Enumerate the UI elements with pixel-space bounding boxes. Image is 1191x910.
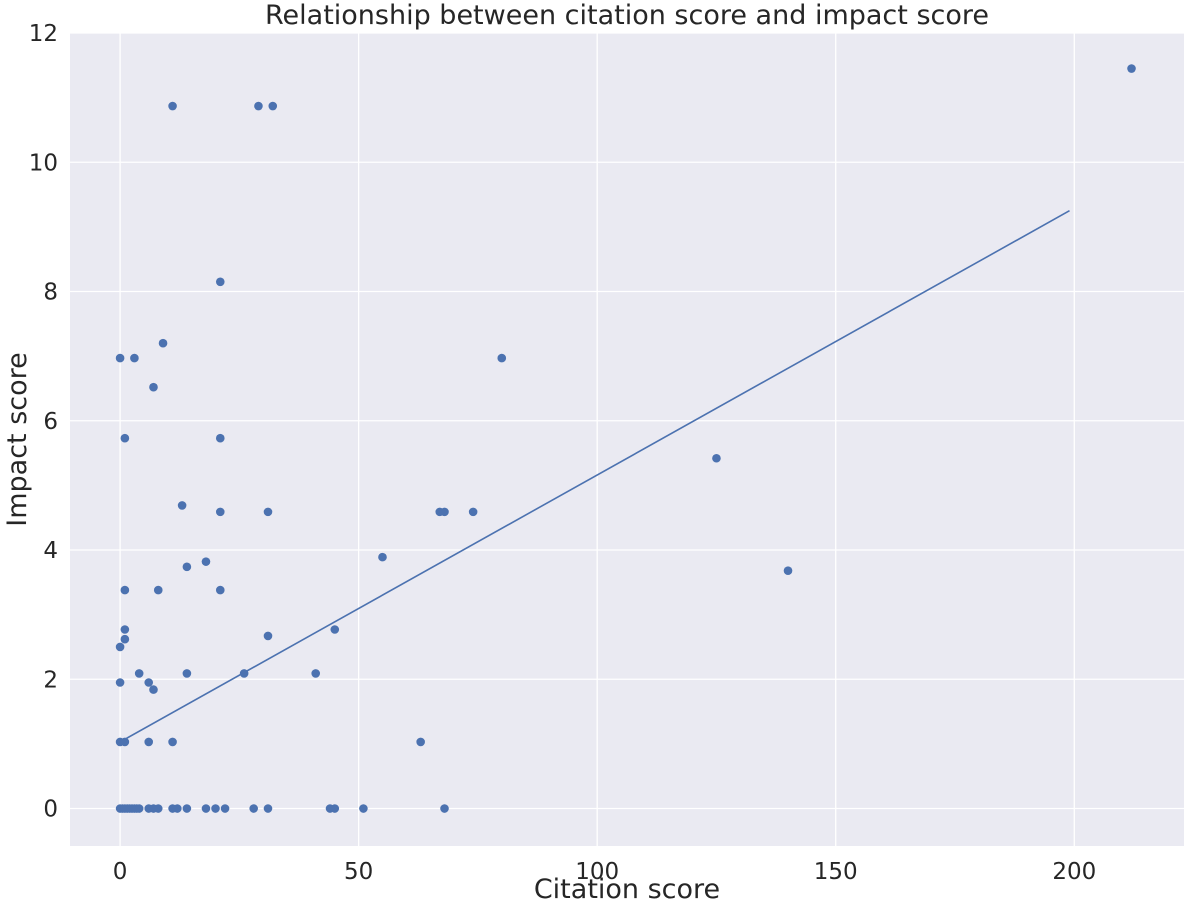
data-point	[311, 669, 321, 678]
data-point	[120, 585, 130, 595]
data-point	[497, 353, 507, 363]
data-point	[254, 101, 263, 111]
data-point	[134, 669, 144, 678]
data-point	[158, 338, 168, 348]
data-point	[144, 678, 154, 687]
data-point	[263, 804, 273, 813]
data-point	[115, 678, 125, 687]
data-point	[201, 557, 211, 566]
data-point	[120, 625, 130, 634]
data-point	[120, 737, 130, 747]
y-tick-label: 12	[29, 21, 58, 47]
x-tick-label: 50	[344, 859, 373, 885]
data-point	[168, 101, 177, 111]
y-tick-label: 8	[43, 280, 58, 306]
data-point	[268, 101, 278, 111]
tick-labels: 0 50 100 150 200 0 2 4 6 8 10 12	[29, 21, 1097, 885]
data-point	[215, 433, 225, 443]
data-point	[134, 804, 144, 813]
data-point	[215, 277, 225, 287]
plot-area	[70, 33, 1184, 846]
data-point	[153, 585, 163, 595]
data-point	[120, 634, 130, 644]
regression-line-layer	[119, 210, 1070, 743]
y-tick-label: 10	[29, 150, 58, 176]
chart-title: Relationship between citation score and …	[265, 0, 989, 31]
data-point	[168, 737, 177, 747]
data-point	[149, 685, 158, 694]
data-point	[783, 566, 793, 575]
data-point	[130, 353, 139, 363]
data-point	[220, 804, 230, 813]
data-point	[1127, 64, 1136, 73]
data-point	[263, 507, 273, 517]
data-point	[359, 804, 368, 813]
data-point	[239, 669, 249, 678]
data-point	[115, 642, 125, 652]
data-point	[177, 501, 187, 510]
y-tick-label: 4	[43, 538, 58, 564]
data-point	[215, 585, 225, 595]
data-point	[144, 737, 154, 747]
x-tick-label: 100	[575, 859, 619, 885]
data-point	[330, 804, 340, 813]
y-tick-label: 2	[43, 667, 58, 693]
y-tick-label: 6	[43, 409, 58, 435]
data-point	[378, 552, 387, 562]
data-point	[115, 353, 125, 363]
data-points	[115, 64, 1136, 813]
data-point	[249, 804, 258, 813]
x-tick-label: 0	[113, 859, 128, 885]
data-point	[201, 804, 211, 813]
data-point	[440, 507, 449, 517]
data-point	[712, 453, 721, 463]
data-point	[215, 507, 225, 517]
regression-line	[119, 210, 1070, 743]
data-point	[468, 507, 478, 517]
data-point	[211, 804, 220, 813]
data-point	[263, 631, 273, 641]
y-tick-label: 0	[43, 797, 58, 823]
x-tick-label: 200	[1052, 859, 1096, 885]
data-point	[182, 669, 192, 678]
data-point	[182, 562, 192, 572]
data-point	[149, 382, 158, 392]
y-axis-label: Impact score	[2, 352, 33, 527]
x-axis-label: Citation score	[534, 874, 720, 905]
data-point	[153, 804, 163, 813]
data-point	[416, 737, 425, 747]
data-point	[120, 433, 130, 443]
data-point	[173, 804, 182, 813]
data-point	[182, 804, 192, 813]
x-tick-label: 150	[814, 859, 858, 885]
data-point	[330, 625, 340, 634]
data-point	[440, 804, 449, 813]
